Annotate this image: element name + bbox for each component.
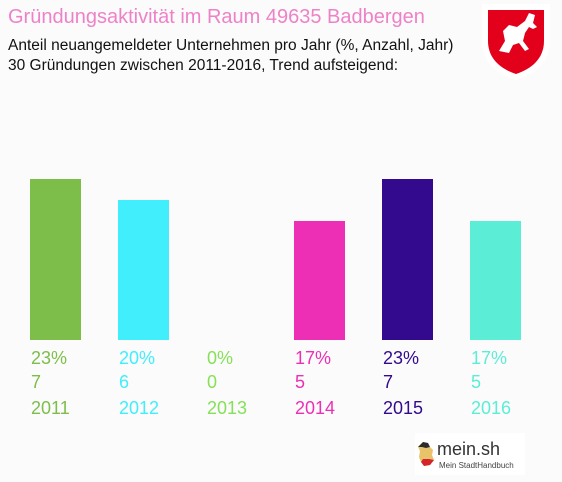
count-label-2011: 7 (31, 372, 41, 392)
percent-label-2014: 17% (295, 348, 331, 368)
brand-name: mein.sh (437, 439, 501, 459)
brand-logo[interactable]: mein.sh Mein StadtHandbuch (415, 433, 525, 475)
count-label-2016: 5 (471, 372, 481, 392)
count-label-2013: 0 (207, 372, 217, 392)
coat-of-arms-icon (482, 4, 550, 80)
percent-label-2012: 20% (119, 348, 155, 368)
year-label-2015: 2015 (383, 398, 423, 418)
year-label-2016: 2016 (471, 398, 511, 418)
percent-label-2016: 17% (471, 348, 507, 368)
count-label-2012: 6 (119, 372, 129, 392)
bar-2015 (382, 179, 433, 340)
year-label-2012: 2012 (119, 398, 159, 418)
bars-layer (30, 179, 521, 340)
percent-label-2011: 23% (31, 348, 67, 368)
year-label-2014: 2014 (295, 398, 335, 418)
bar-2014 (294, 221, 345, 340)
chart-subtitle: Anteil neuangemeldeter Unternehmen pro J… (8, 37, 454, 54)
brand-tagline: Mein StadtHandbuch (439, 461, 514, 470)
count-label-2014: 5 (295, 372, 305, 392)
count-label-2015: 7 (383, 372, 393, 392)
chart-summary: 30 Gründungen zwischen 2011-2016, Trend … (8, 57, 399, 74)
labels-layer: 23% 7 2011 20% 6 2012 0% 0 2013 17% 5 2014 23% 7 2015 1… (31, 348, 511, 418)
percent-label-2013: 0% (207, 348, 233, 368)
percent-label-2015: 23% (383, 348, 419, 368)
germany-map-icon (418, 442, 434, 466)
bar-2011 (30, 179, 81, 340)
bar-2016 (470, 221, 521, 340)
year-label-2011: 2011 (31, 398, 70, 418)
bar-2012 (118, 200, 169, 340)
year-label-2013: 2013 (207, 398, 247, 418)
chart-title: Gründungsaktivität im Raum 49635 Badberg… (8, 6, 425, 28)
